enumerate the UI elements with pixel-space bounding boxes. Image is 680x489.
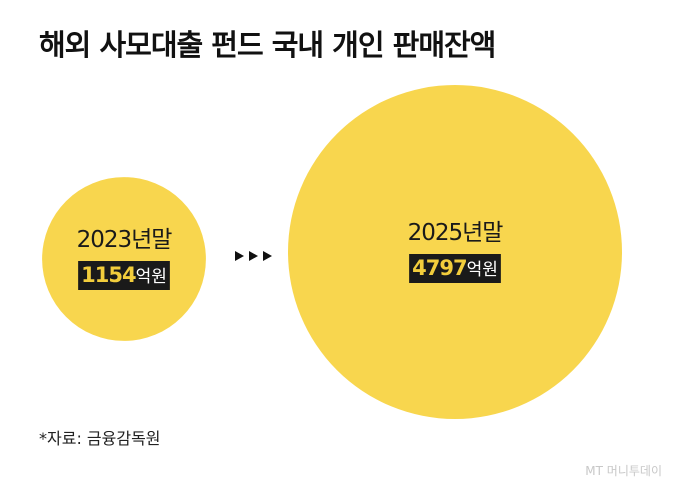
arrow-right-icon	[235, 251, 244, 261]
arrow-right-icon	[263, 251, 272, 261]
arrow-right-icon	[249, 251, 258, 261]
value-label-bg-2023	[78, 261, 170, 290]
publisher-watermark: MT 머니투데이	[585, 464, 662, 478]
bubble-2025	[288, 85, 622, 419]
chart-title: 해외 사모대출 펀드 국내 개인 판매잔액	[39, 28, 496, 62]
bubble-2023	[42, 177, 206, 341]
source-note: *자료: 금융감독원	[39, 429, 161, 448]
period-label-2023: 2023년말	[77, 227, 173, 253]
period-label-2025: 2025년말	[408, 220, 504, 246]
value-unit-2023: 억원	[136, 267, 167, 287]
value-label-2023: 1154억원	[81, 263, 167, 287]
arrow-icons	[235, 251, 272, 261]
value-label-bg-2025	[409, 254, 501, 283]
value-number-2025: 4797	[412, 256, 466, 280]
value-label-2025: 4797억원	[412, 256, 498, 280]
value-unit-2025: 억원	[467, 260, 498, 280]
value-number-2023: 1154	[81, 263, 136, 287]
